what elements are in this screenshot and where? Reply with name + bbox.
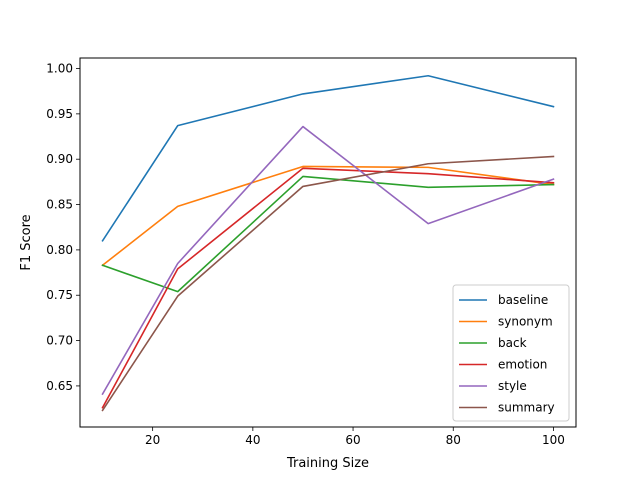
series-lines bbox=[101, 74, 555, 412]
x-tick-label: 60 bbox=[345, 433, 360, 447]
y-tick-label: 0.80 bbox=[46, 243, 73, 257]
y-tick-label: 0.70 bbox=[46, 334, 73, 348]
series-line-style bbox=[101, 125, 555, 396]
legend-label-emotion: emotion bbox=[498, 358, 547, 372]
x-tick-label: 20 bbox=[145, 433, 160, 447]
legend-label-summary: summary bbox=[498, 401, 555, 415]
series-line-summary bbox=[101, 155, 555, 412]
legend-label-style: style bbox=[498, 379, 527, 393]
y-tick-label: 0.95 bbox=[46, 107, 73, 121]
legend-label-synonym: synonym bbox=[498, 315, 553, 329]
x-tick-label: 100 bbox=[542, 433, 565, 447]
plot-frame bbox=[79, 57, 577, 428]
series-line-baseline bbox=[101, 74, 555, 242]
legend: baseline synonym back emotion style summary bbox=[452, 284, 570, 422]
y-axis-ticks: 0.65 0.70 0.75 0.80 0.85 0.90 0.95 1.00 bbox=[46, 62, 80, 393]
x-axis-label: Training Size bbox=[286, 456, 369, 471]
y-tick-label: 0.65 bbox=[46, 379, 73, 393]
legend-label-baseline: baseline bbox=[498, 293, 548, 307]
legend-frame bbox=[452, 284, 570, 422]
legend-label-back: back bbox=[498, 336, 527, 350]
y-tick-label: 0.85 bbox=[46, 198, 73, 212]
x-axis-ticks: 20 40 60 80 100 bbox=[145, 427, 565, 447]
series-line-back bbox=[101, 175, 555, 293]
x-tick-label: 40 bbox=[245, 433, 260, 447]
y-tick-label: 0.75 bbox=[46, 288, 73, 302]
series-line-emotion bbox=[101, 167, 555, 409]
y-axis-label: F1 Score bbox=[19, 214, 34, 270]
x-tick-label: 80 bbox=[446, 433, 461, 447]
series-line-synonym bbox=[101, 165, 555, 267]
y-tick-label: 1.00 bbox=[46, 62, 73, 76]
y-tick-label: 0.90 bbox=[46, 152, 73, 166]
